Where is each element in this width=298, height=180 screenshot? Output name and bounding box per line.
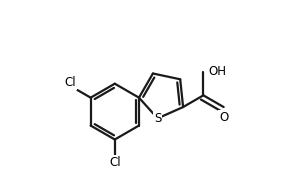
Text: O: O (219, 111, 228, 124)
Text: S: S (154, 112, 161, 125)
Text: Cl: Cl (65, 76, 77, 89)
Text: Cl: Cl (109, 156, 121, 169)
Text: OH: OH (208, 65, 226, 78)
